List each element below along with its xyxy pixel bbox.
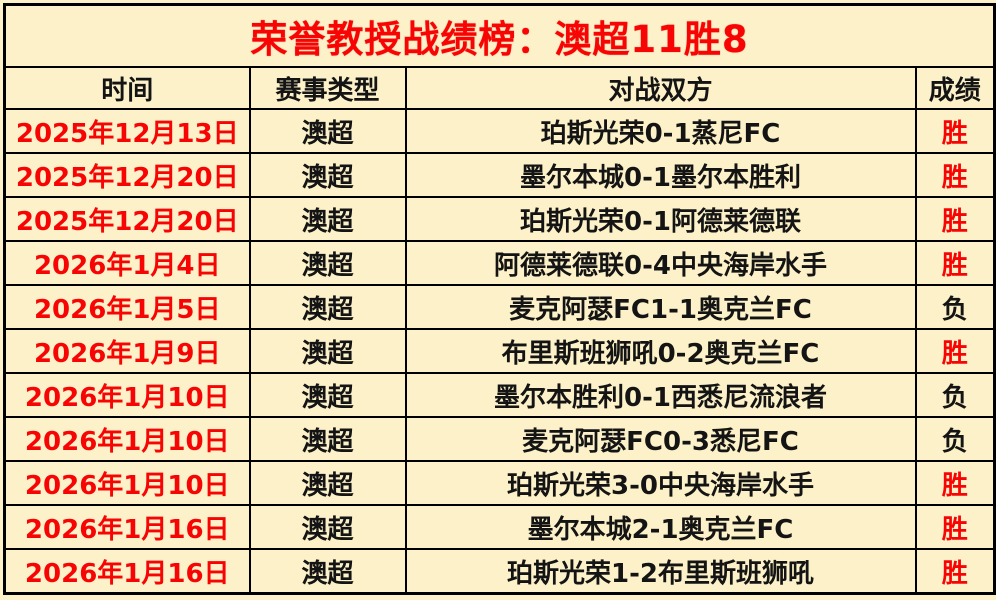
cell-result: 胜	[914, 548, 996, 595]
cell-match: 布里斯班狮吼0-2奥克兰FC	[404, 328, 917, 374]
cell-date: 2026年1月16日	[3, 548, 251, 595]
cell-date: 2026年1月10日	[3, 460, 251, 506]
cell-result: 胜	[914, 108, 996, 154]
column-header-result: 成绩	[914, 66, 996, 110]
cell-result: 胜	[914, 196, 996, 242]
page-title: 荣誉教授战绩榜：澳超11胜8	[3, 3, 996, 68]
results-board: 荣誉教授战绩榜：澳超11胜8 时间 赛事类型 对战双方 成绩 2025年12月13日澳…	[3, 3, 996, 595]
cell-result: 负	[914, 372, 996, 418]
cell-type: 澳超	[248, 240, 407, 286]
cell-date: 2026年1月16日	[3, 504, 251, 550]
column-header-matchup: 对战双方	[404, 66, 917, 110]
cell-match: 墨尔本城2-1奥克兰FC	[404, 504, 917, 550]
cell-match: 珀斯光荣1-2布里斯班狮吼	[404, 548, 917, 595]
cell-match: 珀斯光荣0-1阿德莱德联	[404, 196, 917, 242]
cell-date: 2025年12月13日	[3, 108, 251, 154]
cell-match: 麦克阿瑟FC1-1奥克兰FC	[404, 284, 917, 330]
cell-result: 胜	[914, 504, 996, 550]
title-row: 荣誉教授战绩榜：澳超11胜8	[3, 3, 996, 68]
table-row: 2026年1月10日 澳超 墨尔本胜利0-1西悉尼流浪者负	[3, 372, 996, 418]
cell-result: 负	[914, 416, 996, 462]
table-row: 2026年1月10日 澳超 麦克阿瑟FC0-3悉尼FC 负	[3, 416, 996, 462]
table-row: 2026年1月16日 澳超 珀斯光荣1-2布里斯班狮吼胜	[3, 548, 996, 595]
cell-match: 阿德莱德联0-4中央海岸水手	[404, 240, 917, 286]
cell-result: 负	[914, 284, 996, 330]
cell-type: 澳超	[248, 372, 407, 418]
cell-result: 胜	[914, 460, 996, 506]
results-tbody: 2025年12月13日 澳超 珀斯光荣0-1蒸尼FC 胜 2025年12月20日 澳超 墨尔…	[3, 108, 996, 595]
table-row: 2026年1月4日 澳超 阿德莱德联0-4中央海岸水手胜	[3, 240, 996, 286]
cell-date: 2026年1月10日	[3, 416, 251, 462]
cell-result: 胜	[914, 152, 996, 198]
cell-date: 2025年12月20日	[3, 196, 251, 242]
cell-match: 墨尔本城0-1墨尔本胜利	[404, 152, 917, 198]
cell-date: 2026年1月5日	[3, 284, 251, 330]
column-header-time: 时间	[3, 66, 251, 110]
cell-match: 珀斯光荣3-0中央海岸水手	[404, 460, 917, 506]
cell-match: 麦克阿瑟FC0-3悉尼FC	[404, 416, 917, 462]
cell-type: 澳超	[248, 108, 407, 154]
table-row: 2025年12月13日 澳超 珀斯光荣0-1蒸尼FC 胜	[3, 108, 996, 154]
column-header-event-type: 赛事类型	[248, 66, 407, 110]
table-row: 2026年1月10日 澳超 珀斯光荣3-0中央海岸水手胜	[3, 460, 996, 506]
cell-date: 2026年1月4日	[3, 240, 251, 286]
cell-type: 澳超	[248, 284, 407, 330]
cell-result: 胜	[914, 328, 996, 374]
cell-match: 珀斯光荣0-1蒸尼FC	[404, 108, 917, 154]
cell-result: 胜	[914, 240, 996, 286]
table-row: 2026年1月9日 澳超 布里斯班狮吼0-2奥克兰FC 胜	[3, 328, 996, 374]
cell-type: 澳超	[248, 328, 407, 374]
table-row: 2025年12月20日 澳超 墨尔本城0-1墨尔本胜利胜	[3, 152, 996, 198]
table-row: 2026年1月16日 澳超 墨尔本城2-1奥克兰FC 胜	[3, 504, 996, 550]
cell-type: 澳超	[248, 196, 407, 242]
header-row: 时间 赛事类型 对战双方 成绩	[3, 66, 996, 110]
cell-type: 澳超	[248, 504, 407, 550]
cell-match: 墨尔本胜利0-1西悉尼流浪者	[404, 372, 917, 418]
cell-type: 澳超	[248, 416, 407, 462]
table-row: 2026年1月5日 澳超 麦克阿瑟FC1-1奥克兰FC 负	[3, 284, 996, 330]
table-row: 2025年12月20日 澳超 珀斯光荣0-1阿德莱德联胜	[3, 196, 996, 242]
results-table: 荣誉教授战绩榜：澳超11胜8 时间 赛事类型 对战双方 成绩 2025年12月13日澳…	[3, 3, 996, 595]
cell-date: 2026年1月9日	[3, 328, 251, 374]
cell-type: 澳超	[248, 548, 407, 595]
cell-date: 2025年12月20日	[3, 152, 251, 198]
cell-date: 2026年1月10日	[3, 372, 251, 418]
cell-type: 澳超	[248, 460, 407, 506]
cell-type: 澳超	[248, 152, 407, 198]
